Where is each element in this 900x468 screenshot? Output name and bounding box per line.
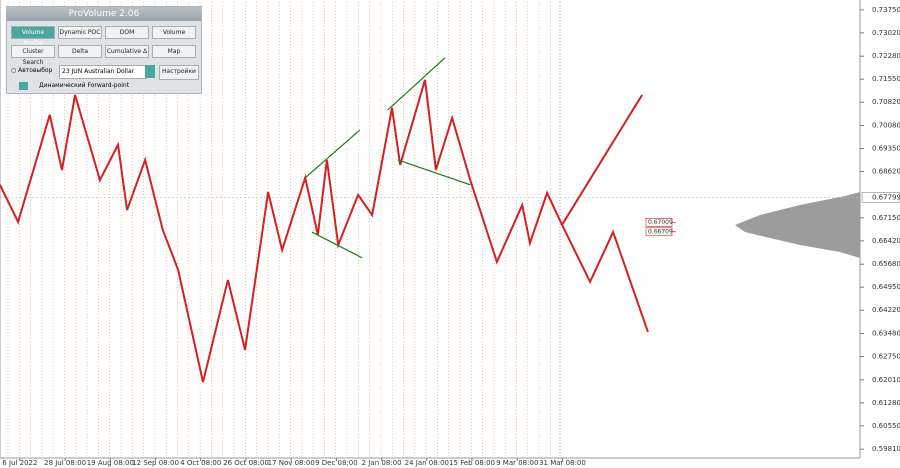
price-line (311, 231, 363, 259)
x-tick-label: 17 Nov 08:00 (268, 459, 315, 467)
current-price-tag (861, 192, 900, 203)
button[interactable]: Dynamic POC (58, 26, 102, 39)
y-tick-label: 0.65680 (872, 260, 900, 268)
y-tick-label: 0.72280 (872, 52, 900, 60)
level-label: 0.66709 (648, 228, 673, 235)
x-tick-label: 26 Oct 08:00 (223, 459, 269, 467)
auto-label: Автовыбор (18, 67, 53, 74)
y-tick-label: 0.73020 (872, 29, 900, 37)
price-line (0, 79, 649, 383)
button[interactable]: Map (152, 45, 196, 58)
settings-button[interactable]: Настройки (159, 65, 199, 80)
y-tick-label: 0.66420 (872, 237, 900, 245)
volume-profile (735, 192, 860, 258)
button[interactable]: Volume Profile (11, 26, 55, 47)
y-tick-label: 0.67150 (872, 214, 900, 222)
x-tick-label: 4 Oct 08:00 (180, 459, 221, 467)
y-tick-label: 0.63480 (872, 330, 900, 338)
y-tick-label: 0.71550 (872, 75, 900, 83)
select-arrow[interactable] (145, 65, 155, 78)
y-tick-label: 0.62750 (872, 353, 900, 361)
button[interactable]: Cumulative Δ (105, 45, 149, 58)
x-tick-label: 6 Jul 2022 (2, 459, 37, 467)
y-tick-label: 0.62010 (872, 376, 900, 384)
x-tick-label: 24 Jan 08:00 (405, 459, 449, 467)
instrument-select[interactable]: 23 JUN Australian Dollar (59, 65, 147, 79)
level-label: 0.67009 (648, 219, 673, 226)
price-line (561, 94, 643, 226)
x-tick-label: 9 Mar 08:00 (496, 459, 538, 467)
x-tick-label: 2 Jan 08:00 (362, 459, 402, 467)
button[interactable]: Cluster Search (11, 45, 55, 66)
panel-title: ProVolume 2.06 (7, 7, 201, 21)
y-tick-label: 0.70080 (872, 122, 900, 130)
auto-checkbox[interactable]: ○ Автовыбор (11, 67, 53, 74)
forward-toggle[interactable] (19, 82, 28, 90)
y-tick-label: 0.70820 (872, 98, 900, 106)
provolume-panel: ProVolume 2.06 Volume Profile Dynamic PO… (6, 6, 202, 94)
level-tag (645, 218, 673, 227)
x-tick-label: 28 Jul 08:00 (44, 459, 86, 467)
button[interactable]: DOM (105, 26, 149, 39)
y-tick-label: 0.61280 (872, 399, 900, 407)
button[interactable]: Volume (152, 26, 196, 39)
forward-label: Динамический Forward-point (39, 82, 130, 89)
price-line (304, 129, 361, 179)
y-tick-label: 0.73750 (872, 6, 900, 14)
x-tick-label: 31 Mar 08:00 (539, 459, 586, 467)
price-line (387, 57, 446, 111)
level-tag (645, 227, 673, 237)
price-line (397, 159, 471, 186)
y-tick-label: 0.68620 (872, 168, 900, 176)
button[interactable]: Delta (58, 45, 102, 58)
x-tick-label: 9 Dec 08:00 (315, 459, 358, 467)
x-tick-label: 12 Sep 08:00 (132, 459, 179, 467)
current-price-label: 0.67799 (872, 193, 900, 201)
y-tick-label: 0.60550 (872, 422, 900, 430)
x-tick-label: 19 Aug 08:00 (87, 459, 134, 467)
y-tick-label: 0.64220 (872, 306, 900, 314)
y-tick-label: 0.69350 (872, 145, 900, 153)
y-tick-label: 0.59810 (872, 445, 900, 453)
y-tick-label: 0.64950 (872, 283, 900, 291)
x-tick-label: 15 Feb 08:00 (449, 459, 495, 467)
